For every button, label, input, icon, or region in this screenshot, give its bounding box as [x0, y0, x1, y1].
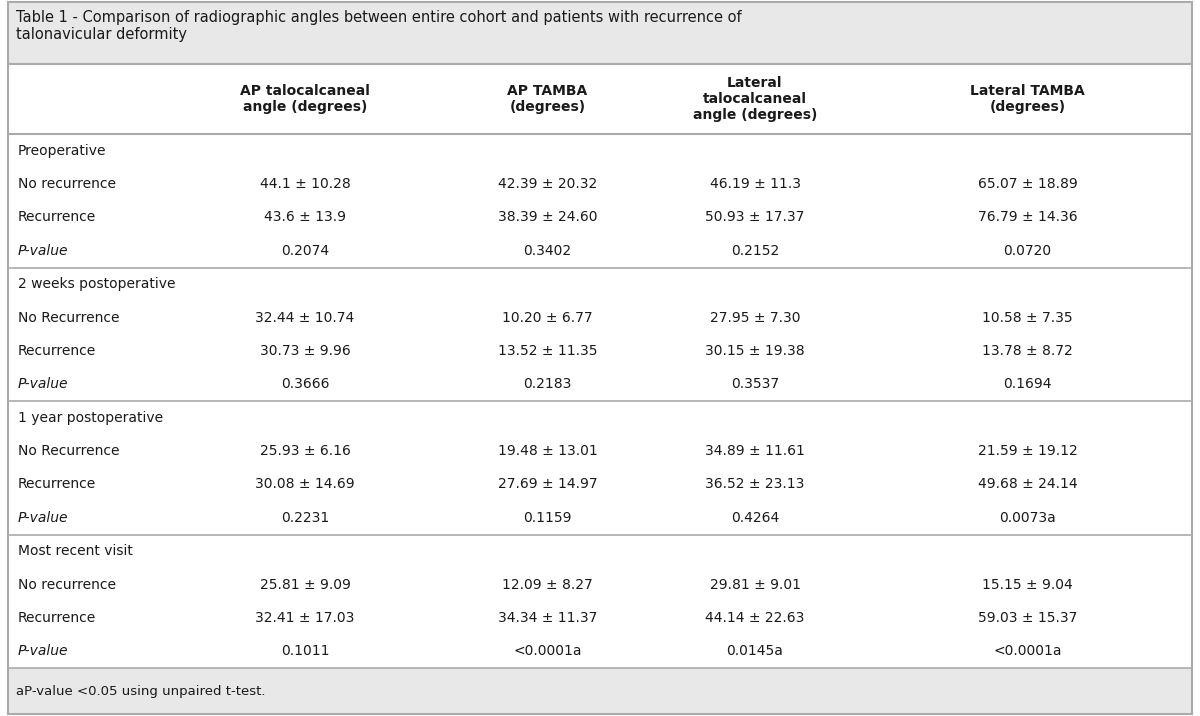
Bar	[8, 601, 1192, 634]
Bar	[8, 334, 1192, 367]
Text: 0.0720: 0.0720	[1003, 244, 1051, 258]
Text: 30.73 ± 9.96: 30.73 ± 9.96	[259, 344, 350, 358]
Text: 0.2074: 0.2074	[281, 244, 329, 258]
Text: 13.78 ± 8.72: 13.78 ± 8.72	[982, 344, 1073, 358]
Text: Recurrence: Recurrence	[18, 211, 96, 224]
Bar	[8, 234, 1192, 268]
Bar	[8, 468, 1192, 501]
Text: AP TAMBA
(degrees): AP TAMBA (degrees)	[508, 84, 588, 114]
Text: 27.95 ± 7.30: 27.95 ± 7.30	[709, 311, 800, 324]
Text: No recurrence: No recurrence	[18, 578, 116, 591]
Text: 10.20 ± 6.77: 10.20 ± 6.77	[502, 311, 593, 324]
Bar	[8, 2, 1192, 64]
Text: P-value: P-value	[18, 244, 68, 258]
Text: 36.52 ± 23.13: 36.52 ± 23.13	[706, 478, 805, 491]
Text: 0.3666: 0.3666	[281, 377, 329, 392]
Text: No Recurrence: No Recurrence	[18, 311, 120, 324]
Text: 38.39 ± 24.60: 38.39 ± 24.60	[498, 211, 598, 224]
Text: 50.93 ± 17.37: 50.93 ± 17.37	[706, 211, 805, 224]
Text: 44.1 ± 10.28: 44.1 ± 10.28	[259, 177, 350, 191]
Bar	[8, 435, 1192, 468]
Text: P-value: P-value	[18, 644, 68, 658]
Bar	[8, 367, 1192, 401]
Text: 34.34 ± 11.37: 34.34 ± 11.37	[498, 611, 598, 625]
Text: Preoperative: Preoperative	[18, 144, 107, 158]
Text: 46.19 ± 11.3: 46.19 ± 11.3	[709, 177, 800, 191]
Bar	[8, 401, 1192, 435]
Text: <0.0001a: <0.0001a	[994, 644, 1062, 658]
Text: 0.3402: 0.3402	[523, 244, 571, 258]
Text: 0.2231: 0.2231	[281, 511, 329, 525]
Text: 0.1159: 0.1159	[523, 511, 571, 525]
Text: 49.68 ± 24.14: 49.68 ± 24.14	[978, 478, 1078, 491]
Text: Recurrence: Recurrence	[18, 344, 96, 358]
Text: 13.52 ± 11.35: 13.52 ± 11.35	[498, 344, 598, 358]
Text: 12.09 ± 8.27: 12.09 ± 8.27	[502, 578, 593, 591]
Bar	[8, 668, 1192, 714]
Text: 10.58 ± 7.35: 10.58 ± 7.35	[982, 311, 1073, 324]
Text: Lateral TAMBA
(degrees): Lateral TAMBA (degrees)	[970, 84, 1085, 114]
Bar	[8, 501, 1192, 535]
Text: AP talocalcaneal
angle (degrees): AP talocalcaneal angle (degrees)	[240, 84, 370, 114]
Text: 0.2152: 0.2152	[731, 244, 779, 258]
Bar	[8, 64, 1192, 134]
Bar	[8, 134, 1192, 168]
Text: Recurrence: Recurrence	[18, 611, 96, 625]
Bar	[8, 200, 1192, 234]
Bar	[8, 568, 1192, 601]
Text: 32.44 ± 10.74: 32.44 ± 10.74	[256, 311, 355, 324]
Text: Lateral
talocalcaneal
angle (degrees): Lateral talocalcaneal angle (degrees)	[692, 76, 817, 122]
Text: 1 year postoperative: 1 year postoperative	[18, 411, 163, 425]
Text: 30.15 ± 19.38: 30.15 ± 19.38	[706, 344, 805, 358]
Text: 0.3537: 0.3537	[731, 377, 779, 392]
Text: P-value: P-value	[18, 511, 68, 525]
Text: 0.1011: 0.1011	[281, 644, 329, 658]
Text: Recurrence: Recurrence	[18, 478, 96, 491]
Text: 0.1694: 0.1694	[1003, 377, 1051, 392]
Text: <0.0001a: <0.0001a	[514, 644, 582, 658]
Text: 29.81 ± 9.01: 29.81 ± 9.01	[709, 578, 800, 591]
Text: 19.48 ± 13.01: 19.48 ± 13.01	[498, 444, 598, 458]
Text: 21.59 ± 19.12: 21.59 ± 19.12	[978, 444, 1078, 458]
Text: 42.39 ± 20.32: 42.39 ± 20.32	[498, 177, 598, 191]
Text: 43.6 ± 13.9: 43.6 ± 13.9	[264, 211, 346, 224]
Bar	[8, 535, 1192, 568]
Text: 76.79 ± 14.36: 76.79 ± 14.36	[978, 211, 1078, 224]
Text: aP-value <0.05 using unpaired t-test.: aP-value <0.05 using unpaired t-test.	[16, 684, 265, 697]
Text: 0.2183: 0.2183	[523, 377, 571, 392]
Text: 15.15 ± 9.04: 15.15 ± 9.04	[982, 578, 1073, 591]
Bar	[8, 168, 1192, 200]
Text: 59.03 ± 15.37: 59.03 ± 15.37	[978, 611, 1078, 625]
Text: P-value: P-value	[18, 377, 68, 392]
Text: 25.93 ± 6.16: 25.93 ± 6.16	[259, 444, 350, 458]
Text: 25.81 ± 9.09: 25.81 ± 9.09	[259, 578, 350, 591]
Text: 32.41 ± 17.03: 32.41 ± 17.03	[256, 611, 355, 625]
Text: 65.07 ± 18.89: 65.07 ± 18.89	[978, 177, 1078, 191]
Text: 0.0073a: 0.0073a	[1000, 511, 1056, 525]
Text: 34.89 ± 11.61: 34.89 ± 11.61	[706, 444, 805, 458]
Bar	[8, 634, 1192, 668]
Bar	[8, 301, 1192, 334]
Text: No recurrence: No recurrence	[18, 177, 116, 191]
Text: Most recent visit: Most recent visit	[18, 544, 133, 558]
Text: No Recurrence: No Recurrence	[18, 444, 120, 458]
Text: 0.4264: 0.4264	[731, 511, 779, 525]
Text: 0.0145a: 0.0145a	[726, 644, 784, 658]
Text: Table 1 - Comparison of radiographic angles between entire cohort and patients w: Table 1 - Comparison of radiographic ang…	[16, 10, 742, 42]
Text: 44.14 ± 22.63: 44.14 ± 22.63	[706, 611, 805, 625]
Bar	[8, 268, 1192, 301]
Text: 2 weeks postoperative: 2 weeks postoperative	[18, 277, 175, 291]
Text: 30.08 ± 14.69: 30.08 ± 14.69	[256, 478, 355, 491]
Text: 27.69 ± 14.97: 27.69 ± 14.97	[498, 478, 598, 491]
